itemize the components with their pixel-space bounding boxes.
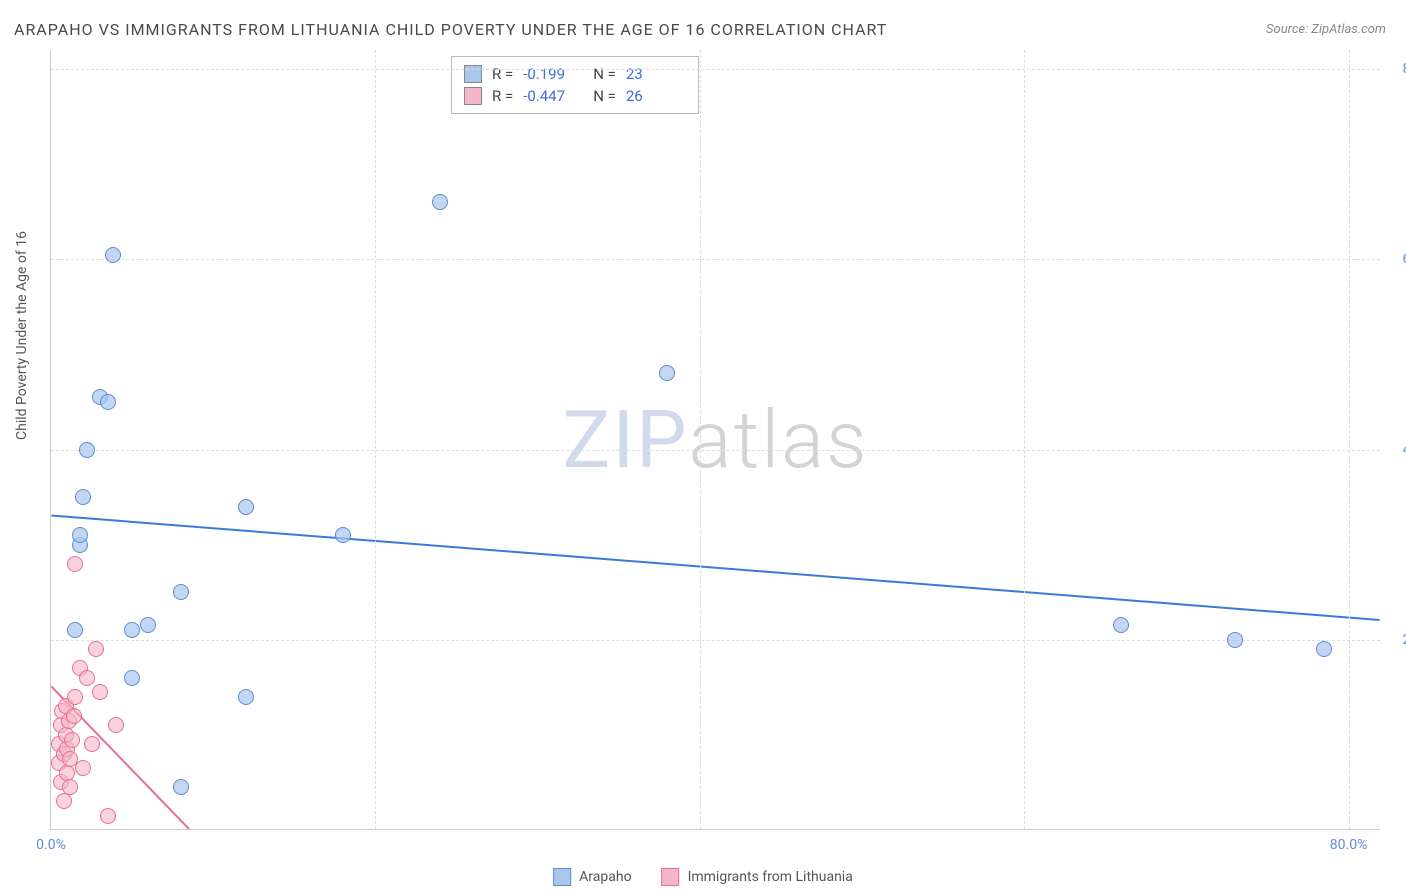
data-point (88, 641, 104, 657)
gridline-vertical (375, 50, 376, 829)
gridline-vertical (1024, 50, 1025, 829)
watermark-zip: ZIP (562, 393, 688, 487)
data-point (238, 499, 254, 515)
gridline-vertical (700, 50, 701, 829)
data-point (100, 394, 116, 410)
y-tick-label: 80.0% (1402, 61, 1406, 77)
correlation-stats-box: R = -0.199 N = 23 R = -0.447 N = 26 (451, 56, 699, 114)
data-point (64, 732, 80, 748)
legend-swatch (662, 868, 680, 886)
gridline-vertical (1349, 50, 1350, 829)
n-value: 26 (626, 87, 686, 105)
watermark-atlas: atlas (689, 393, 869, 487)
legend-item: Arapaho (553, 868, 631, 886)
data-point (67, 622, 83, 638)
r-label: R = (492, 87, 513, 105)
x-tick-label: 0.0% (36, 837, 66, 853)
data-point (1227, 632, 1243, 648)
correlation-row: R = -0.447 N = 26 (464, 85, 686, 107)
source-label: Source: ZipAtlas.com (1266, 22, 1386, 37)
series-swatch (464, 87, 482, 105)
chart-plot-area: ZIPatlas R =-0.199N =23R =-0.447N =26 20… (50, 50, 1380, 830)
data-point (124, 622, 140, 638)
data-point (173, 584, 189, 600)
x-tick-label: 80.0% (1330, 837, 1368, 853)
n-label: N = (593, 65, 616, 83)
gridline-horizontal (51, 259, 1380, 260)
y-tick-label: 20.0% (1402, 632, 1406, 648)
trend-line (51, 516, 1379, 621)
correlation-row: R = -0.199 N = 23 (464, 63, 686, 85)
legend-item: Immigrants from Lithuania (662, 868, 853, 886)
data-point (1113, 617, 1129, 633)
data-point (108, 717, 124, 733)
chart-title: ARAPAHO VS IMMIGRANTS FROM LITHUANIA CHI… (14, 20, 887, 39)
data-point (173, 779, 189, 795)
data-point (335, 527, 351, 543)
data-point (105, 247, 121, 263)
data-point (100, 808, 116, 824)
data-point (75, 760, 91, 776)
data-point (72, 527, 88, 543)
legend-label: Immigrants from Lithuania (688, 869, 853, 885)
data-point (84, 736, 100, 752)
legend-swatch (553, 868, 571, 886)
n-label: N = (593, 87, 616, 105)
r-value: -0.447 (523, 87, 583, 105)
data-point (79, 442, 95, 458)
gridline-horizontal (51, 640, 1380, 641)
trend-lines-layer (51, 50, 1380, 829)
n-value: 23 (626, 65, 686, 83)
y-tick-label: 60.0% (1402, 251, 1406, 267)
data-point (140, 617, 156, 633)
legend-label: Arapaho (579, 869, 631, 885)
data-point (92, 684, 108, 700)
data-point (238, 689, 254, 705)
data-point (67, 689, 83, 705)
data-point (66, 708, 82, 724)
data-point (67, 556, 83, 572)
watermark: ZIPatlas (562, 393, 868, 487)
gridline-horizontal (51, 450, 1380, 451)
data-point (1316, 641, 1332, 657)
data-point (79, 670, 95, 686)
y-axis-label: Child Poverty Under the Age of 16 (14, 231, 30, 440)
data-point (432, 194, 448, 210)
data-point (75, 489, 91, 505)
legend: Arapaho Immigrants from Lithuania (553, 868, 853, 886)
gridline-horizontal (51, 69, 1380, 70)
data-point (659, 365, 675, 381)
y-tick-label: 40.0% (1402, 442, 1406, 458)
r-value: -0.199 (523, 65, 583, 83)
data-point (56, 793, 72, 809)
data-point (124, 670, 140, 686)
data-point (62, 779, 78, 795)
r-label: R = (492, 65, 513, 83)
series-swatch (464, 65, 482, 83)
